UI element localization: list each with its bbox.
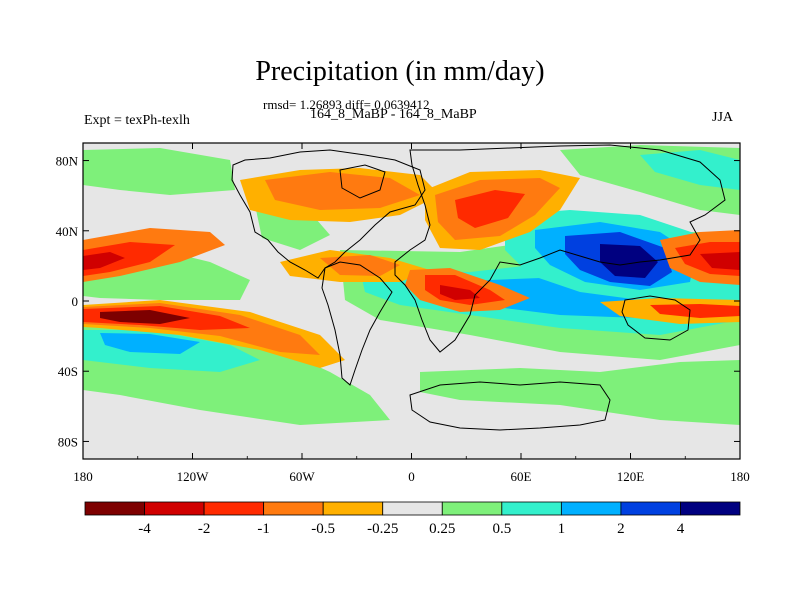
coastline-africa-eurasia — [394, 144, 726, 353]
lon-tick-label: 60W — [289, 469, 315, 484]
lat-tick-label: 40S — [58, 364, 78, 379]
colorbar: -4 -2 -1 -0.5 -0.25 0.25 0.5 1 2 4 — [84, 501, 741, 537]
colorbar-segment — [84, 501, 145, 516]
lat-tick-label: 0 — [72, 294, 79, 309]
field-negative-eurasia-red — [455, 190, 525, 228]
colorbar-label: 1 — [558, 521, 566, 537]
stats-label: rmsd= 1.26893 diff= 0.0639412 — [263, 97, 430, 112]
field-positive-asia-navy — [600, 244, 658, 278]
colorbar-label: -2 — [198, 521, 211, 537]
field-positive-south-pacific-blue — [100, 333, 200, 354]
coastline-north-america — [231, 149, 426, 279]
field-negative-north-america-orange — [265, 172, 420, 210]
coastline-australia — [621, 295, 691, 341]
colorbar-label: -4 — [138, 521, 151, 537]
colorbar-label: -0.5 — [311, 521, 335, 537]
field-negative-north-pacific-dark-red — [83, 252, 125, 270]
longitude-axis: 180 120W 60W 0 60E 120E 180 — [73, 143, 750, 484]
coastlines — [231, 144, 726, 431]
colorbar-label: -0.25 — [367, 521, 398, 537]
colorbar-segment — [382, 501, 443, 516]
colorbar-segment — [620, 501, 681, 516]
colorbar-segment — [263, 501, 324, 516]
lon-tick-label: 60E — [511, 469, 532, 484]
field-negative-africa-band-dark-red — [440, 285, 480, 300]
coastline-south-america — [321, 261, 393, 386]
colorbar-segment — [203, 501, 265, 516]
periods-label: 164_8_MaBP - 164_8_MaBP — [310, 107, 477, 122]
lat-tick-label: 40N — [56, 224, 79, 239]
field-negative-north-pacific-red — [83, 242, 175, 276]
colorbar-segment — [144, 501, 205, 516]
field-positive-southern-ocean — [420, 360, 740, 425]
field-negative-south-pacific-dark-red — [100, 310, 190, 324]
precipitation-field — [83, 143, 740, 459]
plot-title: Precipitation (in mm/day) — [255, 56, 545, 87]
lat-tick-label: 80S — [58, 434, 78, 449]
lon-tick-label: 120W — [177, 469, 210, 484]
lat-tick-label: 80N — [56, 154, 79, 169]
lon-tick-label: 120E — [617, 469, 645, 484]
field-positive-nw-pacific — [83, 148, 235, 195]
field-negative-east-pacific-dark-red — [700, 252, 740, 270]
latitude-axis: 80N 40N 0 40S 80S — [56, 154, 740, 449]
colorbar-segment — [680, 501, 741, 516]
colorbar-label: 2 — [617, 521, 625, 537]
colorbar-segment — [560, 501, 622, 516]
season-label: JJA — [712, 110, 734, 125]
colorbar-label: 0.5 — [492, 521, 511, 537]
lon-tick-label: 0 — [408, 469, 415, 484]
colorbar-label: 4 — [677, 521, 685, 537]
experiment-label: Expt = texPh-texlh — [84, 113, 190, 128]
coastline-antarctica — [409, 381, 611, 431]
colorbar-label: -1 — [257, 521, 270, 537]
colorbar-label: 0.25 — [429, 521, 455, 537]
colorbar-segment — [441, 501, 503, 516]
lon-tick-label: 180 — [730, 469, 750, 484]
colorbar-segment — [322, 501, 384, 516]
lon-tick-label: 180 — [73, 469, 93, 484]
coastline-greenland — [339, 164, 386, 199]
field-negative-south-indian-red — [650, 304, 740, 318]
field-positive-north-pacific-cyan — [640, 150, 740, 190]
colorbar-segment — [501, 501, 562, 516]
